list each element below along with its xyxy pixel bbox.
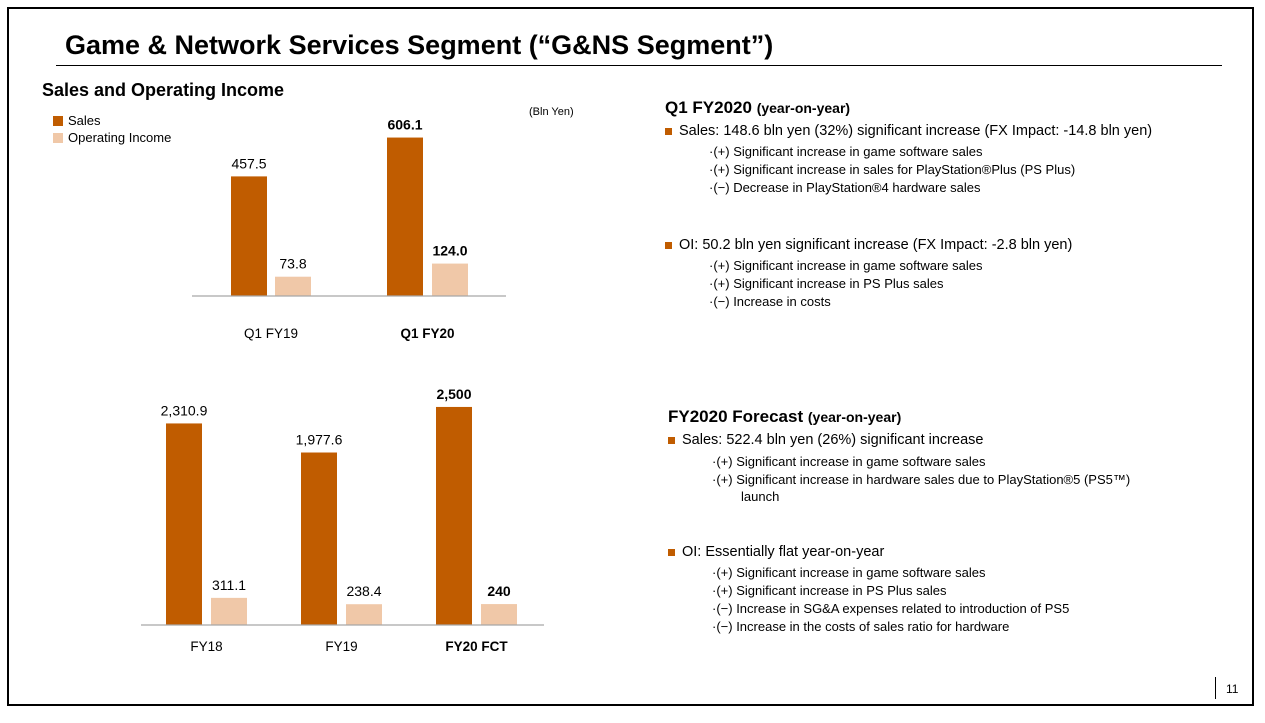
list-item: ·(+) Significant increase in game softwa… [712,454,986,469]
list-item: ·(−) Increase in costs [709,294,831,309]
q1-heading: Q1 FY2020 (year-on-year) [665,98,850,118]
category-label: FY18 [190,639,222,654]
bullet-square-icon [665,127,672,135]
bar-sales [387,137,423,296]
bullet-square-icon [668,548,675,556]
fy-sales-bullet: Sales: 522.4 bln yen (26%) significant i… [668,432,983,448]
data-label: 2,500 [436,386,471,402]
bullet-square-icon [668,436,675,444]
data-label: 311.1 [212,577,246,593]
bullet-square-icon [665,241,672,249]
bar-operating-income [211,597,247,625]
bar-charts: 457.5 73.8 Q1 FY19 606.1 124.0 Q1 FY20 2,310.9… [141,117,544,654]
list-item: ·(+) Significant increase in game softwa… [709,144,983,159]
chart-legend: Sales Operating Income [53,112,171,146]
data-label: 606.1 [387,117,422,133]
list-item: ·(+) Significant increase in game softwa… [709,258,983,273]
fy-heading-text: FY2020 Forecast [668,407,804,426]
bar-sales [436,406,472,625]
legend-label-sales: Sales [68,113,101,128]
slide-title: Game & Network Services Segment (“G&NS S… [65,30,774,60]
fy-sales-text: Sales: 522.4 bln yen (26%) significant i… [682,432,984,448]
unit-label: (Bln Yen) [529,106,574,118]
page-number-divider [1215,677,1216,699]
q1-sales-list: ·(+) Significant increase in game softwa… [709,143,1075,197]
bar-sales [301,452,337,625]
section-heading: Sales and Operating Income [42,80,285,100]
legend-label-operating-income: Operating Income [68,130,172,145]
data-label: 73.8 [279,256,306,272]
title-divider [56,65,1222,66]
q1-oi-list: ·(+) Significant increase in game softwa… [709,257,982,311]
list-item: ·(+) Significant increase in game softwa… [712,565,986,580]
q1-oi-text: OI: 50.2 bln yen significant increase (F… [679,237,1073,253]
list-item: ·(−) Increase in SG&A expenses related t… [712,601,1070,616]
q1-sales-bullet: Sales: 148.6 bln yen (32%) significant i… [665,123,1152,139]
data-label: 240 [487,583,511,599]
fy-heading: FY2020 Forecast (year-on-year) [668,407,901,427]
legend-swatch-operating-income [53,132,63,143]
bar-sales [166,423,202,625]
bar-operating-income [432,263,468,296]
fy-oi-text: OI: Essentially flat year-on-year [682,544,885,560]
data-label: 238.4 [346,583,381,599]
data-label: 124.0 [432,243,467,259]
q1-heading-suffix: (year-on-year) [756,100,851,116]
list-item: ·(+) Significant increase in hardware sa… [712,472,1131,487]
fy-sales-item-continuation: launch [741,489,780,504]
legend-item-sales: Sales [53,112,171,129]
q1-sales-text: Sales: 148.6 bln yen (32%) significant i… [679,123,1153,139]
legend-item-operating-income: Operating Income [53,129,171,146]
q1-oi-bullet: OI: 50.2 bln yen significant increase (F… [665,237,1072,253]
list-item: ·(−) Decrease in PlayStation®4 hardware … [709,180,981,195]
fy-oi-list: ·(+) Significant increase in game softwa… [712,564,1069,636]
category-label: Q1 FY19 [244,326,298,341]
legend-swatch-sales [53,115,63,126]
data-label: 1,977.6 [296,432,343,448]
category-label: FY19 [325,639,357,654]
data-label: 2,310.9 [161,402,208,418]
list-item: ·(+) Significant increase in PS Plus sal… [712,583,947,598]
bar-operating-income [346,604,382,625]
slide-frame [7,7,1254,706]
category-label: FY20 FCT [445,639,508,654]
bar-operating-income [275,276,311,296]
list-item: ·(+) Significant increase in PS Plus sal… [709,276,944,291]
data-label: 457.5 [231,155,266,171]
fy-oi-bullet: OI: Essentially flat year-on-year [668,544,884,560]
bar-operating-income [481,604,517,625]
list-item: ·(−) Increase in the costs of sales rati… [712,619,1010,634]
list-item: ·(+) Significant increase in sales for P… [709,162,1076,177]
q1-heading-text: Q1 FY2020 [665,98,752,117]
fy-heading-suffix: (year-on-year) [807,409,902,425]
category-label: Q1 FY20 [400,326,454,341]
bar-sales [231,176,267,296]
fy-sales-list: ·(+) Significant increase in game softwa… [712,453,1130,489]
page-number: 11 [1226,682,1239,696]
